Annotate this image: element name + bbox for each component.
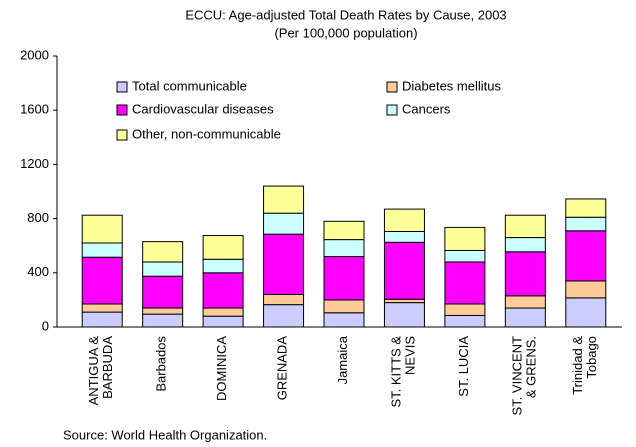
legend-label: Diabetes mellitus: [402, 78, 501, 93]
bar-segment: [202, 272, 244, 309]
x-tick-label: ST. LUCIA: [456, 336, 471, 397]
bar-segment: [81, 311, 123, 328]
bar-segment: [263, 233, 305, 295]
x-tick-label: Jamaica: [335, 335, 350, 384]
bar-segment: [565, 230, 607, 282]
x-tick-label-line: NEVIS: [403, 336, 418, 375]
y-tick-label: 1200: [20, 156, 49, 171]
x-tick-label-line: DOMINICA: [215, 336, 230, 401]
legend-label: Other, non-communicable: [132, 126, 281, 141]
bar-segment: [323, 256, 365, 301]
bar-segment: [202, 235, 244, 260]
bar-segment: [383, 241, 425, 300]
bar-segment: [142, 241, 184, 263]
bar-segment: [383, 208, 425, 232]
bar-segment: [142, 307, 184, 315]
x-tick-label-line: ST. KITTS &: [389, 336, 404, 408]
bar-segment: [444, 249, 486, 263]
bar-segment: [81, 256, 123, 305]
bar-segment: [383, 230, 425, 243]
bar-segment: [504, 251, 546, 297]
x-tick-label-line: ANTIGUA &: [87, 336, 102, 406]
bar-segment: [565, 198, 607, 218]
legend-swatch: [116, 129, 128, 141]
legend-swatch: [386, 104, 398, 116]
legend-swatch: [386, 81, 398, 93]
x-tick-label: ST. KITTS &NEVIS: [389, 336, 418, 408]
legend-label: Cardiovascular diseases: [132, 101, 274, 116]
y-tick-label: 0: [42, 318, 49, 333]
x-tick-label-line: & GRENS.: [524, 336, 539, 398]
bar-segment: [504, 237, 546, 253]
y-tick-label: 400: [27, 264, 49, 279]
bar-segment: [504, 214, 546, 239]
y-tick-label: 2000: [20, 47, 49, 62]
x-tick-label: DOMINICA: [215, 336, 230, 401]
bar-segment: [565, 297, 607, 328]
bar-segment: [81, 303, 123, 313]
bar-segment: [263, 185, 305, 214]
x-tick-label-line: Jamaica: [335, 335, 350, 384]
x-tick-label-line: Trinidad &: [570, 336, 585, 395]
bar-segment: [323, 239, 365, 258]
legend-swatch: [116, 104, 128, 116]
bar-segment: [565, 216, 607, 232]
bar-segment: [565, 280, 607, 299]
bar-segment: [263, 304, 305, 328]
x-tick-label-line: Barbados: [154, 336, 169, 392]
bar-segment: [444, 303, 486, 316]
bar-segment: [323, 299, 365, 314]
bar-segment: [263, 293, 305, 306]
bar-segment: [142, 313, 184, 328]
x-tick-label: ST. VINCENT& GRENS.: [510, 336, 539, 416]
bar-segment: [142, 275, 184, 309]
x-tick-label-line: ST. VINCENT: [510, 336, 525, 416]
bar-segment: [202, 315, 244, 328]
x-tick-label-line: ST. LUCIA: [456, 336, 471, 397]
x-tick-label-line: GRENADA: [275, 336, 290, 401]
bar-segment: [81, 214, 123, 244]
bar-segment: [81, 242, 123, 258]
x-tick-label: Trinidad &Tobago: [570, 336, 599, 395]
bar-segment: [323, 312, 365, 328]
x-tick-label: GRENADA: [275, 336, 290, 401]
legend-label: Total communicable: [132, 78, 247, 93]
chart-subtitle: (Per 100,000 population): [274, 25, 417, 40]
source-note: Source: World Health Organization.: [63, 427, 267, 442]
x-tick-label-line: BARBUDA: [101, 336, 116, 399]
bar-segment: [202, 307, 244, 317]
bar-segment: [504, 307, 546, 328]
bar-segment: [504, 295, 546, 309]
bar-segment: [142, 261, 184, 277]
y-tick-label: 1600: [20, 102, 49, 117]
bar-segment: [444, 226, 486, 251]
chart-title: ECCU: Age-adjusted Total Death Rates by …: [185, 7, 506, 22]
bar-segment: [444, 261, 486, 305]
y-tick-label: 800: [27, 210, 49, 225]
bar-segment: [202, 258, 244, 274]
x-tick-label-line: Tobago: [584, 336, 599, 379]
legend-swatch: [116, 81, 128, 93]
bar-segment: [444, 314, 486, 328]
legend-label: Cancers: [402, 101, 451, 116]
bar-segment: [383, 298, 425, 304]
x-tick-label: Barbados: [154, 336, 169, 392]
bar-segment: [383, 302, 425, 328]
bar-segment: [323, 220, 365, 241]
x-tick-label: ANTIGUA &BARBUDA: [87, 336, 116, 406]
bar-segment: [263, 212, 305, 235]
